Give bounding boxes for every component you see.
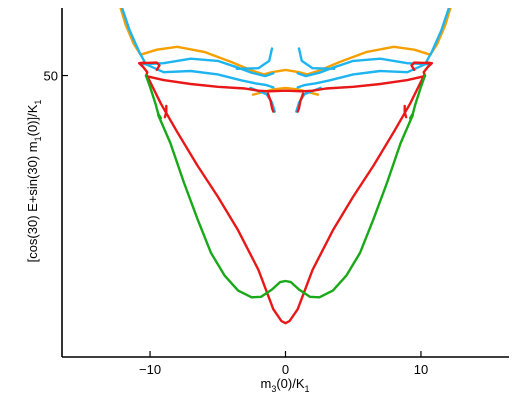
x-axis-label: m3(0)/K1: [260, 376, 309, 394]
curves-layer: [119, 8, 452, 325]
series-red-line-10: [138, 61, 271, 93]
series-red-line-16: [268, 89, 303, 93]
series-red-line-15: [296, 92, 305, 113]
y-tick-label: 50: [44, 69, 58, 84]
series-red-line-18: [163, 104, 168, 119]
series-blue-line-8: [235, 47, 274, 70]
ticks: −10 0 10 50: [44, 69, 429, 377]
series-red-line-14: [266, 92, 275, 113]
series-blue-line-5: [296, 57, 431, 78]
y-axis-label: [cos(30) E+sin(30) m1(0)]/K1: [25, 100, 43, 263]
series-red-line-12: [138, 61, 161, 72]
series-blue-line-3: [296, 8, 451, 89]
series-blue-line-9: [297, 47, 336, 70]
axes: [61, 8, 509, 358]
x-tick-label: −10: [139, 362, 161, 377]
series-orange-line-0: [119, 8, 452, 76]
series-red-line-19: [403, 104, 408, 119]
x-tick-label: 0: [282, 362, 289, 377]
series-blue-line-2: [120, 8, 275, 89]
x-tick-label: 10: [414, 362, 428, 377]
series-blue-line-4: [140, 57, 275, 78]
series-green-line-22: [157, 113, 414, 299]
series-red-line-17: [146, 74, 425, 325]
series-red-line-11: [300, 61, 433, 93]
series-red-line-13: [410, 61, 433, 72]
